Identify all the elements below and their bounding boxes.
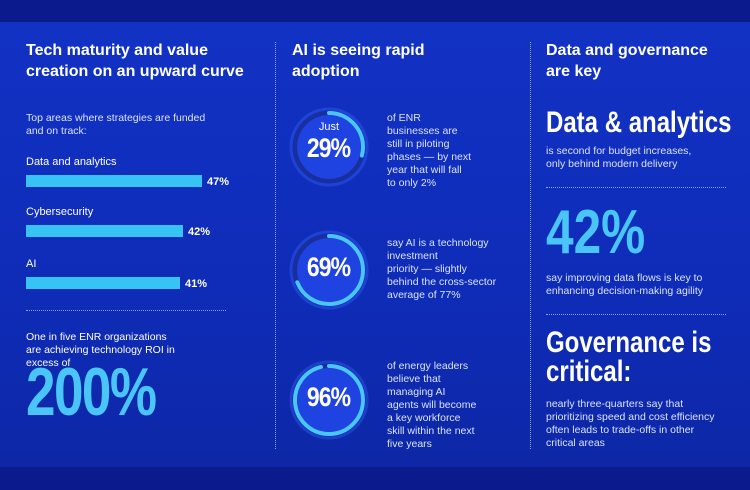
ring-arc	[293, 234, 365, 306]
bar-label: AI	[26, 258, 37, 270]
bar-value: 42%	[188, 226, 211, 238]
roi-text: One in five ENR organizations are achiev…	[26, 331, 175, 369]
roi-big-number: 200%	[26, 354, 157, 430]
progress-ring	[289, 107, 369, 187]
ring-description-line: investment	[387, 250, 438, 262]
ring-description-line: still in piloting	[387, 138, 450, 150]
ring-description-line: of energy leaders	[387, 360, 469, 372]
col1-divider	[26, 310, 226, 311]
ring-description-line: priority — slightly	[387, 263, 467, 275]
col1-title: Tech maturity and value creation on an u…	[26, 42, 244, 80]
ring-description-line: agents will become	[387, 399, 477, 411]
bar-value: 47%	[207, 176, 230, 188]
ring-description-line: skill within the next	[387, 425, 475, 437]
ring-description-line: of ENR	[387, 112, 421, 124]
ring-description-line: behind the cross-sector	[387, 276, 497, 288]
col2-title: AI is seeing rapid adoption	[292, 42, 425, 80]
divider-left	[275, 42, 276, 449]
ring-description-line: five years	[387, 438, 432, 450]
bar	[26, 225, 183, 237]
progress-ring	[289, 360, 369, 440]
divider-right	[530, 42, 531, 449]
ring-inner	[297, 238, 361, 302]
ring-description: of ENR businesses are still in piloting pha…	[387, 112, 471, 190]
governance-headline: Governance is critical:	[546, 326, 712, 388]
infographic-panel: Tech maturity and value creation on an u…	[0, 22, 750, 467]
ring-arc	[293, 364, 365, 436]
progress-ring	[289, 230, 369, 310]
ring-description-line: year that will fall	[387, 164, 462, 176]
ring-description: of energy leaders believe that managing AI…	[387, 360, 476, 451]
governance-sub-line: critical areas	[546, 437, 605, 449]
ring-description-line: believe that	[387, 373, 441, 385]
governance-sub: nearly three-quarters say that prioritizi…	[546, 398, 714, 450]
ring-label: Just 29%	[289, 121, 369, 164]
governance-sub-line: prioritizing speed and cost efficiency	[546, 411, 715, 423]
col1-intro: Top areas where strategies are funded an…	[26, 112, 206, 137]
ring-description-line: to only 2%	[387, 177, 437, 189]
ring-inner	[297, 115, 361, 179]
data-analytics-headline: Data & analytics	[546, 106, 732, 139]
col3-divider-1	[546, 187, 726, 188]
ring-glow	[289, 360, 369, 440]
governance-sub-line: often leads to trade-offs in other	[546, 424, 695, 436]
data-analytics-sub: is second for budget increases, only beh…	[546, 145, 692, 170]
bar-label: Data and analytics	[26, 156, 117, 168]
ring-percent: 29%	[307, 133, 351, 163]
col3-divider-2	[546, 314, 726, 315]
ring-description: say AI is a technology investment priority…	[387, 237, 496, 302]
ring-inner	[297, 368, 361, 432]
ring-description-line: managing AI	[387, 386, 446, 398]
ring-description-line: a key workforce	[387, 412, 461, 424]
bar	[26, 175, 202, 187]
ring-description-line: average of 77%	[387, 289, 461, 301]
data-flows-sub: say improving data flows is key to enhan…	[546, 272, 704, 297]
ring-label: 69%	[289, 252, 369, 283]
ring-glow	[289, 230, 369, 310]
bar-label: Cybersecurity	[26, 206, 94, 218]
ring-description-line: businesses are	[387, 125, 458, 137]
ring-glow	[289, 107, 369, 187]
ring-description-line: phases — by next	[387, 151, 472, 163]
col3-title: Data and governance are key	[546, 42, 708, 80]
ring-arc	[293, 111, 365, 183]
ring-description-line: say AI is a technology	[387, 237, 489, 249]
bar-value: 41%	[185, 278, 208, 290]
ring-percent: 69%	[307, 252, 351, 282]
governance-sub-line: nearly three-quarters say that	[546, 398, 684, 410]
ring-prefix: Just	[318, 121, 340, 133]
data-flows-big-number: 42%	[546, 198, 646, 267]
ring-label: 96%	[289, 382, 369, 413]
ring-percent: 96%	[307, 382, 351, 412]
bar	[26, 277, 180, 289]
